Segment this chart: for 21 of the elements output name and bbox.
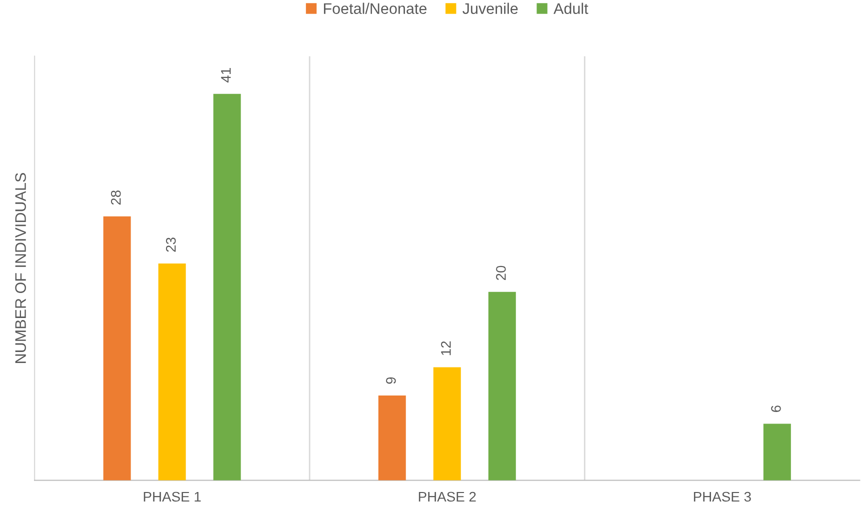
data-label: 12 [441,341,451,356]
legend-label: Adult [554,2,588,14]
legend-label: Juvenile [462,2,518,14]
x-tick-label: PHASE 3 [694,492,751,502]
bar [378,396,406,480]
bar [488,292,516,480]
data-label: 23 [166,238,176,252]
data-label: 28 [110,190,121,205]
data-label: 9 [386,377,396,384]
bar [213,94,241,480]
y-axis-title: NUMBER OF INDIVIDUALS [15,173,26,363]
bar [433,367,461,480]
x-tick-label: PHASE 2 [418,492,476,502]
bar [158,264,186,480]
data-label: 20 [496,266,506,280]
x-tick-label: PHASE 1 [144,492,201,502]
bar [763,424,791,480]
data-label: 6 [771,406,781,412]
legend-label: Foetal/Neonate [324,2,427,14]
data-label: 41 [221,68,231,82]
bar [103,216,131,480]
